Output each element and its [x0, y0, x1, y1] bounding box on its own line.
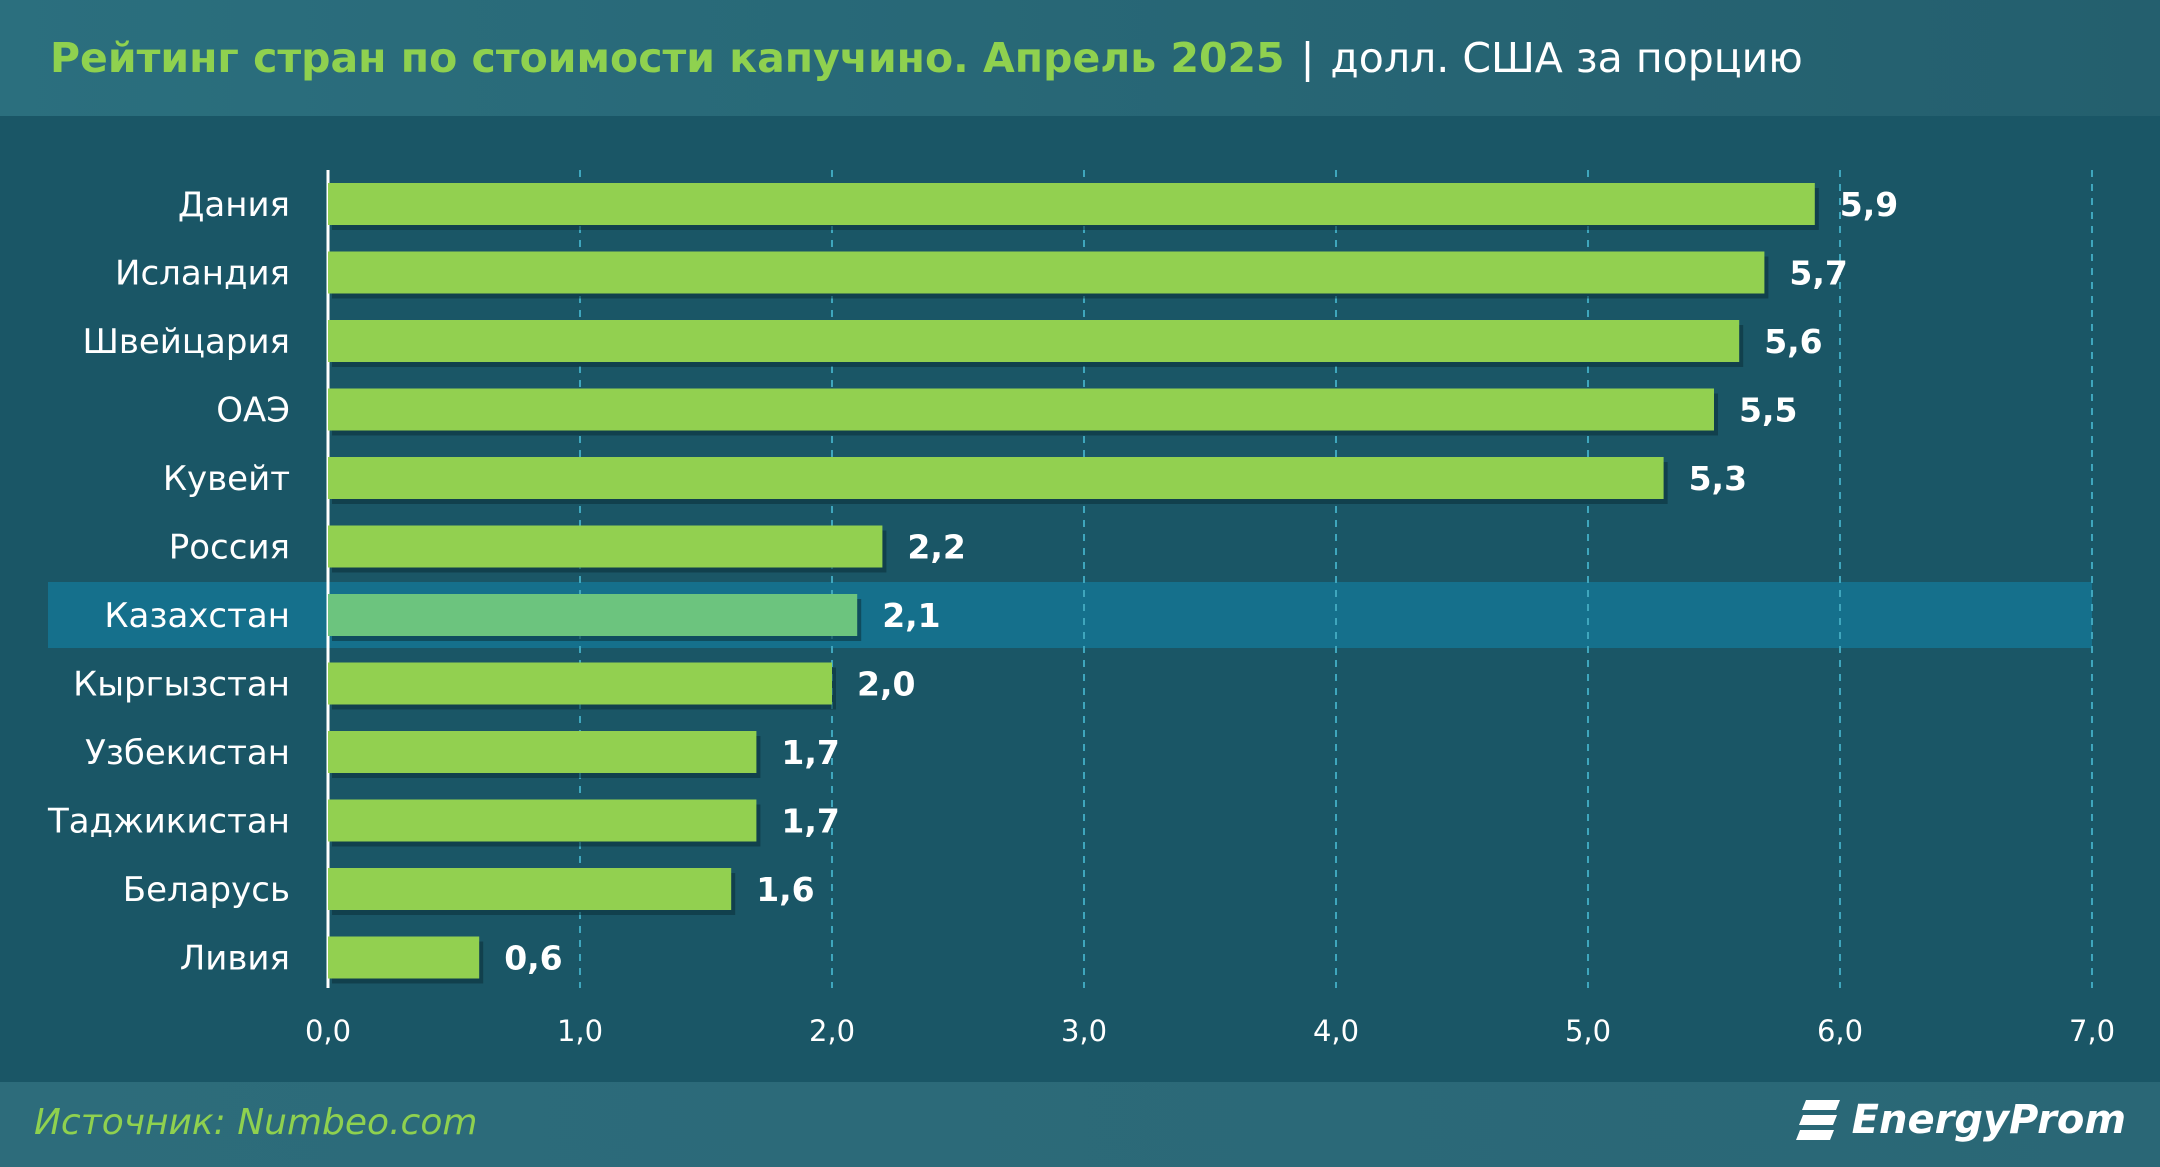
bar: [328, 251, 1765, 294]
chart-subtitle: долл. США за порцию: [1330, 34, 1803, 82]
x-tick-label: 6,0: [1817, 1014, 1863, 1048]
category-label: Таджикистан: [47, 802, 290, 842]
bar: [328, 799, 757, 842]
category-label: Узбекистан: [85, 733, 290, 773]
x-tick-label: 7,0: [2069, 1014, 2115, 1048]
category-label: Швейцария: [82, 322, 290, 362]
bar: [328, 662, 832, 705]
footer-bar: Источник: Numbeo.com EnergyProm: [0, 1082, 2160, 1167]
category-label: Казахстан: [104, 596, 290, 636]
value-label: 5,7: [1789, 254, 1847, 293]
energyprom-logo: EnergyProm: [1795, 1096, 2126, 1144]
energyprom-logo-icon: [1795, 1100, 1840, 1140]
value-label: 2,1: [882, 596, 940, 635]
bar: [328, 183, 1815, 225]
bar-chart: Дания 5,9 Исландия 5,7 Швейцария 5,6 ОАЭ 5,5 Кув…: [47, 170, 2115, 1048]
x-tick-label: 5,0: [1565, 1014, 1611, 1048]
x-tick-label: 2,0: [809, 1014, 855, 1048]
category-label: Беларусь: [123, 870, 290, 910]
value-label: 1,7: [781, 733, 839, 772]
bar: [328, 936, 480, 979]
x-tick-label: 3,0: [1061, 1014, 1107, 1048]
bar: [328, 868, 732, 910]
bar: [328, 320, 1740, 362]
bar: [328, 457, 1664, 499]
logo-text: EnergyProm: [1851, 1097, 2126, 1143]
value-label: 2,2: [907, 528, 965, 567]
value-label: 2,0: [857, 665, 915, 704]
value-label: 1,7: [781, 802, 839, 841]
bar: [328, 388, 1714, 431]
title-separator: |: [1300, 34, 1315, 82]
category-label: ОАЭ: [216, 391, 290, 431]
category-label: Россия: [169, 528, 290, 568]
bar: [328, 594, 858, 636]
category-label: Кыргызстан: [73, 665, 290, 705]
category-label: Ливия: [180, 939, 290, 979]
value-label: 1,6: [756, 870, 814, 909]
bar: [328, 525, 883, 568]
value-label: 5,3: [1689, 459, 1747, 498]
x-tick-label: 0,0: [305, 1014, 351, 1048]
category-label: Кувейт: [163, 459, 290, 499]
bar: [328, 731, 757, 773]
value-label: 5,9: [1840, 185, 1898, 224]
category-label: Дания: [178, 185, 290, 225]
category-label: Исландия: [115, 254, 290, 294]
value-label: 5,5: [1739, 391, 1797, 430]
title-bar: Рейтинг стран по стоимости капучино. Апр…: [0, 0, 2160, 116]
value-label: 0,6: [504, 939, 562, 978]
x-tick-label: 4,0: [1313, 1014, 1359, 1048]
source-note: Источник: Numbeo.com: [34, 1102, 478, 1143]
chart-title: Рейтинг стран по стоимости капучино. Апр…: [50, 34, 1285, 82]
x-tick-label: 1,0: [557, 1014, 603, 1048]
value-label: 5,6: [1764, 322, 1822, 361]
